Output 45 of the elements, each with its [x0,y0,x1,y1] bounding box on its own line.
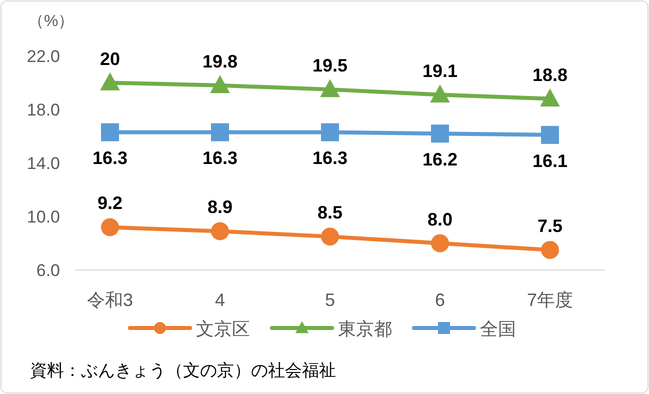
point [541,240,559,259]
data-label: 16.3 [202,148,238,168]
x-tick-label: 7年度 [526,290,574,310]
data-label: 8.5 [317,202,343,223]
point [321,123,339,142]
text: 資料：ぶんきょう（文の京）の社会福祉 [30,361,336,380]
legend-label: 文京区 [196,319,250,339]
data-label: 16.2 [422,150,458,170]
x-tick-label: 4 [214,290,226,310]
point [210,75,230,94]
x-tick-label: 令和3 [86,290,134,310]
point [540,88,560,106]
x-tick-label: 6 [434,290,446,310]
y-tick-label: 6.0 [36,261,60,280]
point [541,126,559,144]
point [100,72,120,90]
point [430,84,450,102]
point [101,218,119,236]
data-label: 20 [100,48,120,69]
data-label: 16.1 [532,150,568,171]
y-tick-label: 10.0 [26,208,60,226]
point [211,123,229,142]
point [321,228,339,246]
data-label: 16.3 [92,148,128,168]
point [101,123,119,142]
data-label: 8.0 [427,209,453,230]
x-tick-label: 5 [324,290,336,310]
legend-label: 東京都 [338,319,392,339]
data-label: 19.1 [422,60,458,81]
legend-label: 全国 [480,319,516,339]
data-label: 7.5 [537,216,563,236]
y-tick-label: 22.0 [26,47,60,66]
data-label: 19.5 [312,55,348,76]
data-label: 16.3 [312,148,348,168]
y-tick-label: 14.0 [26,154,60,173]
point [320,79,340,98]
y-tick-label: 18.0 [26,100,60,120]
point [431,234,449,252]
point [431,124,449,143]
y-axis-title: （%） [28,13,74,30]
point [211,222,229,240]
data-label: 19.8 [202,51,238,72]
data-label: 8.9 [207,197,233,218]
data-label: 18.8 [532,64,568,85]
data-label: 9.2 [97,193,123,214]
